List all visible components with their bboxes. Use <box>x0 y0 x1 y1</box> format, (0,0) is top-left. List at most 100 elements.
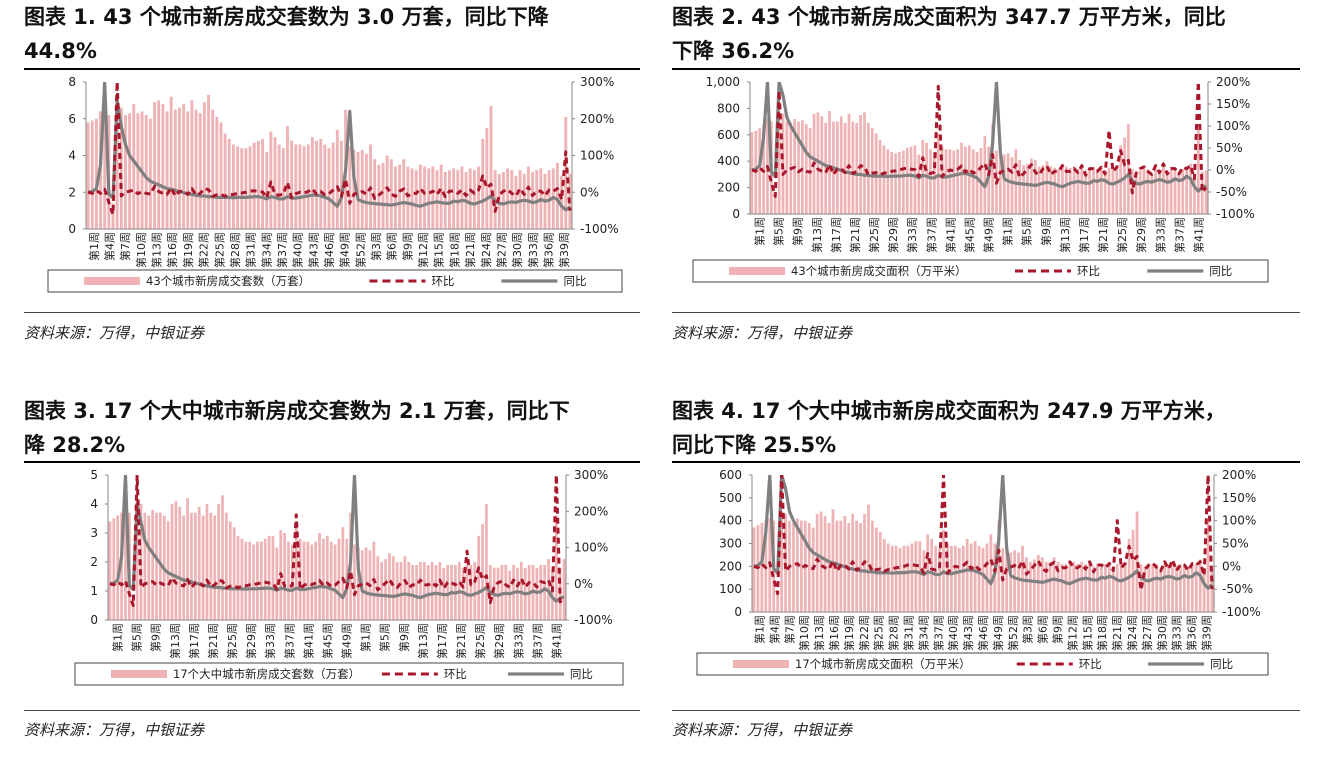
panel-2-x-tick-label: 第25周 <box>1115 217 1129 253</box>
panel-2-legend <box>692 259 1269 283</box>
panel-1-bar <box>414 170 418 229</box>
panel-2-x-tick-label: 第29周 <box>1134 217 1148 253</box>
panel-2-bar <box>863 112 866 214</box>
panel-1-bar <box>178 107 181 229</box>
panel-3-x-tick-label: 第17周 <box>187 623 201 659</box>
panel-1-x-tick-label: 第46周 <box>322 232 336 268</box>
panel-4-bar <box>1198 559 1202 612</box>
panel-3-bar <box>225 512 228 620</box>
panel-2-bar <box>901 150 905 214</box>
panel-3-bar <box>252 544 255 620</box>
panel-4-bar <box>1107 561 1111 612</box>
panel-4-bar <box>989 534 993 612</box>
panel-2-bar <box>839 116 843 214</box>
panel-3-bar <box>419 562 422 620</box>
panel-3-bar <box>516 567 519 620</box>
panel-3-bar <box>263 538 267 620</box>
panel-3-title: 图表 3. 17 个大中城市新房成交套数为 2.1 万套，同比下 降 28.2% <box>24 394 644 462</box>
panel-3-x-tick-label: 第1周 <box>359 623 373 652</box>
panel-1-bar <box>144 115 148 229</box>
panel-4-right-tick-label: 150% <box>1222 491 1256 505</box>
panel-4-bar <box>1155 564 1159 612</box>
panel-4-bar <box>1183 564 1186 612</box>
panel-1-bar <box>153 102 156 229</box>
panel-2-right-tick-label: -50% <box>1216 185 1247 199</box>
panel-4-bar <box>938 548 941 612</box>
panel-3-bar <box>131 596 135 620</box>
panel-3-x-tick-label: 第33周 <box>511 623 525 659</box>
panel-2-bar <box>1045 161 1049 214</box>
panel-2-bar <box>1103 170 1107 214</box>
panel-1-bar <box>418 164 422 229</box>
panel-2-bar <box>917 154 921 214</box>
panel-1-bar <box>497 173 501 230</box>
panel-2-bar <box>1146 169 1150 214</box>
panel-1-bar <box>556 162 559 229</box>
panel-3-bar <box>174 501 178 620</box>
panel-4-bar <box>957 548 961 612</box>
panel-4-x-tick-label: 第25周 <box>872 615 886 651</box>
panel-1-bar <box>207 94 210 229</box>
panel-2-bar <box>1162 166 1165 214</box>
panel-1-x-tick-label: 第30周 <box>510 232 524 268</box>
panel-3-bar <box>554 515 558 620</box>
panel-4-x-tick-label: 第4周 <box>767 615 781 644</box>
panel-4-bar <box>886 543 890 612</box>
panel-3-x-tick-label: 第13周 <box>416 623 430 659</box>
panel-1-bar <box>327 148 331 229</box>
panel-3-bar <box>325 535 329 620</box>
panel-1-bar <box>194 109 198 229</box>
panel-3-bar <box>477 535 481 620</box>
panel-4-bar <box>910 543 914 612</box>
panel-4-bar <box>1159 568 1163 612</box>
panel-2-bar <box>1061 165 1064 214</box>
panel-4-top-rule <box>672 461 1300 463</box>
panel-4-x-tick-label: 第36周 <box>1185 615 1199 651</box>
panel-3-legend-yoy-label: 同比 <box>570 667 593 681</box>
panel-3-bar <box>116 515 120 620</box>
panel-2-x-tick-label: 第1周 <box>1001 217 1015 246</box>
panel-4-bar <box>981 548 985 612</box>
panel-1-right-tick-label: 0% <box>580 185 599 199</box>
panel-1-bar <box>215 116 219 229</box>
panel-1-bar <box>219 122 223 229</box>
panel-4-bar <box>819 511 823 612</box>
panel-2-bar <box>1049 166 1053 214</box>
panel-2-right-tick-label: 150% <box>1216 97 1250 111</box>
panel-3-x-tick-label: 第37周 <box>282 623 296 659</box>
panel-1-right-tick-label: 100% <box>580 149 614 163</box>
panel-3-x-tick-label: 第1周 <box>111 623 125 652</box>
panel-2-bar <box>1057 169 1060 214</box>
panel-1-bar <box>360 149 364 229</box>
panel-1-bar <box>406 166 410 229</box>
panel-4-bar <box>1119 564 1123 612</box>
panel-2-bar <box>1200 171 1204 214</box>
panel-4-bar <box>1084 564 1088 612</box>
panel-2-x-tick-label: 第41周 <box>1192 217 1206 253</box>
panel-3-bar <box>240 538 244 620</box>
panel-1-bar <box>352 149 356 229</box>
panel-1-yoy-line <box>87 82 571 212</box>
panel-4-source: 资料来源：万得，中银证券 <box>672 721 853 739</box>
panel-4-bar <box>1080 561 1084 612</box>
panel-2-bar <box>890 151 894 214</box>
panel-1-x-tick-label: 第52周 <box>353 232 367 268</box>
panel-1-bar <box>227 138 231 229</box>
panel-2-yoy-line <box>751 82 1207 193</box>
panel-3-x-tick-label: 第13周 <box>168 623 182 659</box>
panel-4-bar <box>1202 568 1206 612</box>
panel-1-bar <box>364 153 368 229</box>
panel-3-bar <box>329 541 333 620</box>
panel-2-title-line1: 图表 2. 43 个城市新房成交面积为 347.7 万平方米，同比 <box>672 5 1226 29</box>
panel-3-bar <box>287 541 290 620</box>
panel-3-bar <box>314 541 318 620</box>
panel-2-bar <box>867 122 870 214</box>
panel-1-source: 资料来源：万得，中银证券 <box>24 324 205 342</box>
panel-1-title-line1: 图表 1. 43 个城市新房成交套数为 3.0 万套，同比下降 <box>24 5 549 29</box>
panel-3-bar <box>232 527 236 620</box>
panel-2-bar <box>797 121 800 214</box>
panel-1-bar <box>232 144 235 229</box>
panel-4-bar <box>835 520 839 612</box>
panel-4-left-tick-label: 0 <box>734 605 742 619</box>
panel-4-title: 图表 4. 17 个大中城市新房成交面积为 247.9 万平方米， 同比下降 2… <box>672 394 1312 462</box>
